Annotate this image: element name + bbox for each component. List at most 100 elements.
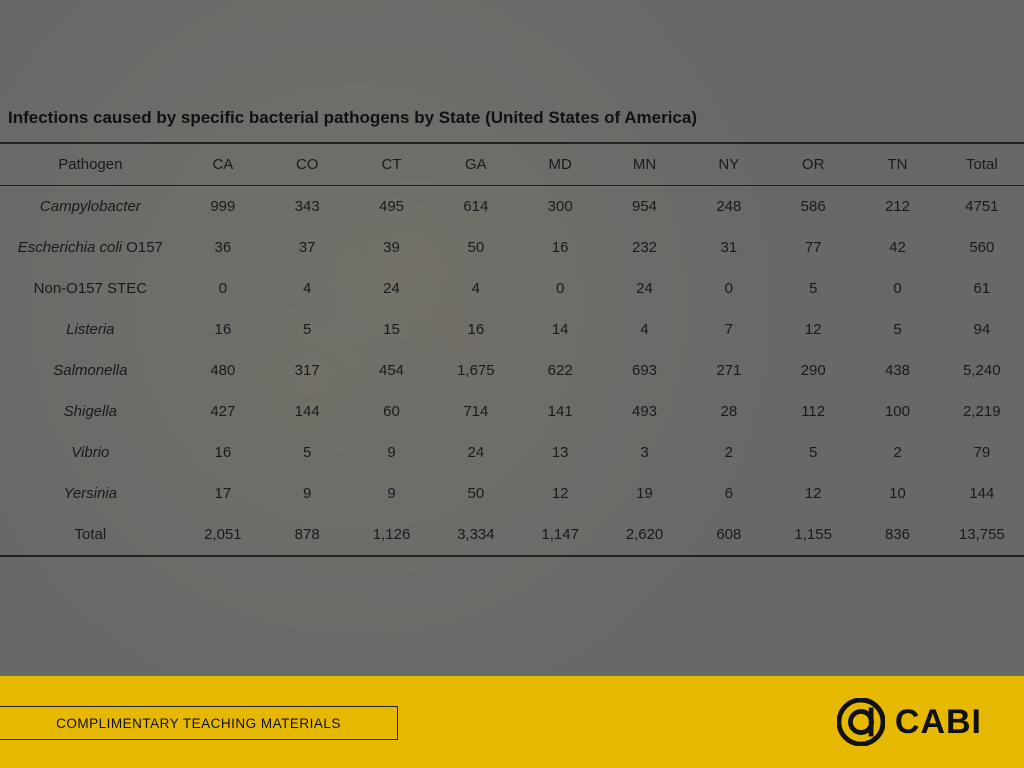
value-cell: 15 [349,309,433,350]
value-cell: 61 [940,268,1024,309]
value-cell: 16 [518,227,602,268]
value-cell: 2,051 [181,514,265,556]
slide-title: Infections caused by specific bacterial … [0,108,1024,142]
value-cell: 4751 [940,186,1024,228]
value-cell: 12 [771,473,855,514]
col-header: CA [181,143,265,186]
value-cell: 7 [687,309,771,350]
teaching-materials-badge: COMPLIMENTARY TEACHING MATERIALS [0,706,398,740]
value-cell: 144 [940,473,1024,514]
pathogen-cell: Yersinia [0,473,181,514]
value-cell: 438 [855,350,939,391]
col-header: OR [771,143,855,186]
value-cell: 614 [434,186,518,228]
table-row: Escherichia coli O1573637395016232317742… [0,227,1024,268]
value-cell: 878 [265,514,349,556]
value-cell: 14 [518,309,602,350]
value-cell: 79 [940,432,1024,473]
col-header: CO [265,143,349,186]
badge-text: COMPLIMENTARY TEACHING MATERIALS [56,716,341,731]
pathogen-cell: Shigella [0,391,181,432]
value-cell: 2 [855,432,939,473]
value-cell: 1,126 [349,514,433,556]
col-header: Total [940,143,1024,186]
value-cell: 317 [265,350,349,391]
value-cell: 144 [265,391,349,432]
value-cell: 248 [687,186,771,228]
value-cell: 212 [855,186,939,228]
value-cell: 5 [265,309,349,350]
footer-bar: COMPLIMENTARY TEACHING MATERIALS CABI [0,676,1024,768]
value-cell: 141 [518,391,602,432]
value-cell: 17 [181,473,265,514]
value-cell: 290 [771,350,855,391]
brand-text: CABI [895,703,982,742]
value-cell: 271 [687,350,771,391]
col-header: MD [518,143,602,186]
value-cell: 454 [349,350,433,391]
value-cell: 112 [771,391,855,432]
value-cell: 714 [434,391,518,432]
value-cell: 1,147 [518,514,602,556]
table-header-row: Pathogen CA CO CT GA MD MN NY OR TN Tota… [0,143,1024,186]
table-body: Campylobacter999343495614300954248586212… [0,186,1024,557]
footer-inner: COMPLIMENTARY TEACHING MATERIALS CABI [0,676,1024,768]
col-header: TN [855,143,939,186]
value-cell: 608 [687,514,771,556]
value-cell: 300 [518,186,602,228]
value-cell: 0 [181,268,265,309]
content-area: Infections caused by specific bacterial … [0,0,1024,557]
value-cell: 13,755 [940,514,1024,556]
value-cell: 954 [602,186,686,228]
table-row: Vibrio16592413325279 [0,432,1024,473]
value-cell: 39 [349,227,433,268]
value-cell: 60 [349,391,433,432]
col-header: CT [349,143,433,186]
value-cell: 77 [771,227,855,268]
value-cell: 3 [602,432,686,473]
brand-logo: CABI [837,698,982,746]
value-cell: 94 [940,309,1024,350]
value-cell: 37 [265,227,349,268]
value-cell: 12 [771,309,855,350]
table-row: Yersinia179950121961210144 [0,473,1024,514]
pathogen-table: Pathogen CA CO CT GA MD MN NY OR TN Tota… [0,142,1024,557]
value-cell: 427 [181,391,265,432]
value-cell: 13 [518,432,602,473]
col-header: GA [434,143,518,186]
value-cell: 16 [434,309,518,350]
table-row: Salmonella4803174541,6756226932712904385… [0,350,1024,391]
table-header: Pathogen CA CO CT GA MD MN NY OR TN Tota… [0,143,1024,186]
value-cell: 12 [518,473,602,514]
value-cell: 100 [855,391,939,432]
value-cell: 836 [855,514,939,556]
value-cell: 1,155 [771,514,855,556]
table-row: Shigella42714460714141493281121002,219 [0,391,1024,432]
value-cell: 2 [687,432,771,473]
value-cell: 343 [265,186,349,228]
value-cell: 16 [181,309,265,350]
value-cell: 16 [181,432,265,473]
value-cell: 5,240 [940,350,1024,391]
table-row: Total2,0518781,1263,3341,1472,6206081,15… [0,514,1024,556]
value-cell: 9 [265,473,349,514]
value-cell: 560 [940,227,1024,268]
pathogen-cell: Non-O157 STEC [0,268,181,309]
value-cell: 693 [602,350,686,391]
table-row: Listeria1651516144712594 [0,309,1024,350]
value-cell: 9 [349,432,433,473]
pathogen-cell: Total [0,514,181,556]
table-row: Non-O157 STEC0424402405061 [0,268,1024,309]
cabi-logo-icon [837,698,885,746]
value-cell: 3,334 [434,514,518,556]
table-row: Campylobacter999343495614300954248586212… [0,186,1024,228]
value-cell: 586 [771,186,855,228]
pathogen-cell: Salmonella [0,350,181,391]
value-cell: 6 [687,473,771,514]
value-cell: 9 [349,473,433,514]
col-header: MN [602,143,686,186]
value-cell: 24 [434,432,518,473]
value-cell: 5 [265,432,349,473]
pathogen-cell: Vibrio [0,432,181,473]
value-cell: 5 [771,268,855,309]
